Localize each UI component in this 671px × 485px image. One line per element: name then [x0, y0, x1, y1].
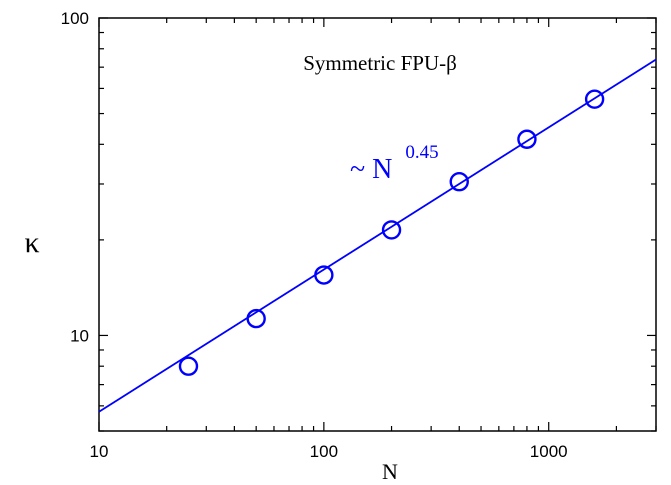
tick-labels: 10 100 1000 10 100	[61, 9, 568, 461]
data-point	[517, 129, 537, 149]
axis-ticks	[98, 17, 657, 432]
x-tick-label: 10	[90, 442, 109, 461]
y-tick-label: 100	[61, 9, 89, 28]
y-tick-label: 10	[70, 326, 89, 345]
plot-frame	[98, 17, 657, 432]
data-point	[246, 308, 266, 329]
model-annotation: Symmetric FPU-β	[303, 51, 457, 75]
data-point	[449, 172, 469, 192]
x-tick-label: 100	[310, 442, 338, 461]
x-tick-label: 1000	[530, 442, 568, 461]
y-axis-label: κ	[24, 226, 39, 259]
data-points-layer	[178, 89, 605, 376]
scaling-annotation-exponent: 0.45	[405, 142, 438, 163]
fit-line	[98, 58, 657, 413]
x-axis-label: N	[382, 459, 398, 484]
scaling-annotation-prefix: ~ N	[350, 154, 392, 185]
fit-line-layer	[98, 58, 657, 413]
data-point	[314, 265, 334, 285]
data-point	[381, 220, 402, 240]
scaling-annotation: ~ N 0.45	[350, 142, 439, 185]
data-point	[584, 89, 605, 109]
data-point	[178, 356, 199, 376]
